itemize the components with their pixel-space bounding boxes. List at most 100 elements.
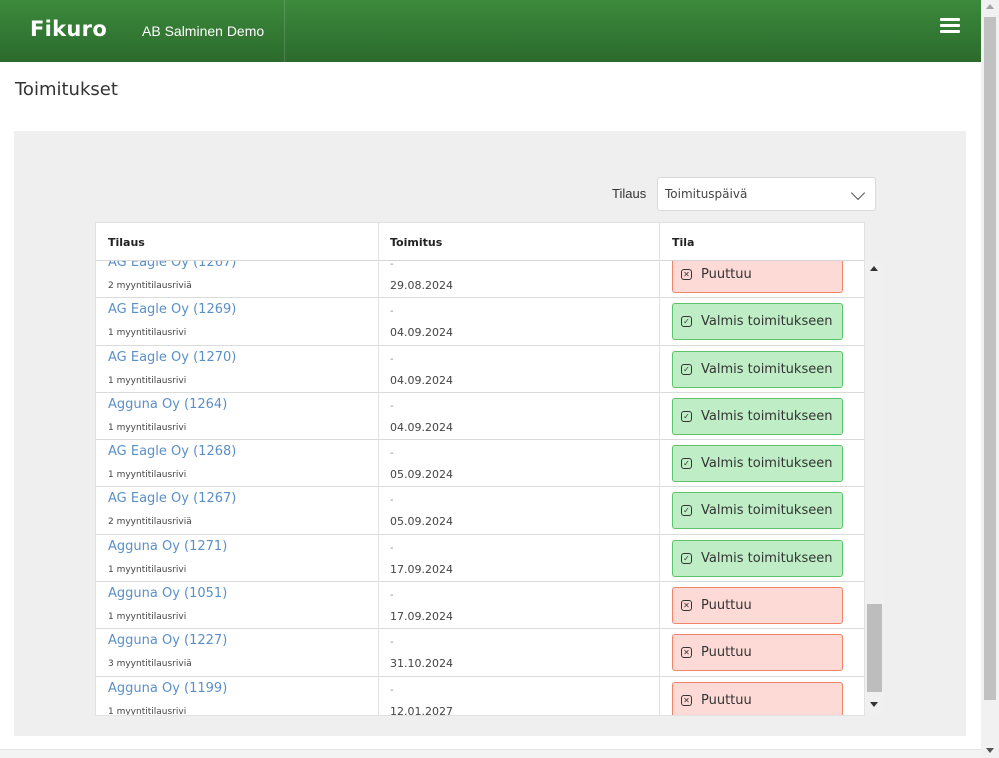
- page-scroll-up-icon[interactable]: [986, 4, 994, 9]
- order-link[interactable]: Agguna Oy (1271): [108, 538, 228, 554]
- status-label: Puuttuu: [701, 598, 752, 614]
- check-square-icon: ✓: [681, 410, 692, 422]
- column-header-status[interactable]: Tila: [672, 236, 695, 249]
- column-separator: [378, 223, 379, 715]
- table-row: Agguna Oy (1051) 1 myyntitilausrivi - 17.09…: [96, 582, 864, 630]
- order-link[interactable]: Agguna Oy (1199): [108, 680, 228, 696]
- order-line-count: 1 myyntitilausrivi: [108, 706, 187, 716]
- order-line-count: 2 myyntitilausriviä: [108, 517, 192, 528]
- sort-filter-label: Tilaus: [612, 186, 647, 201]
- table-row: Agguna Oy (1199) 1 myyntitilausrivi - 12.01…: [96, 677, 864, 716]
- table-scrollbar-thumb[interactable]: [867, 604, 882, 692]
- status-label: Valmis toimitukseen: [701, 361, 833, 377]
- order-link[interactable]: AG Eagle Oy (1268): [108, 444, 237, 460]
- x-square-icon: ✕: [681, 694, 692, 706]
- table-row: AG Eagle Oy (1267) 2 myyntitilausriviä - 05…: [96, 487, 864, 535]
- delivery-placeholder: -: [390, 590, 394, 602]
- delivery-placeholder: -: [390, 353, 394, 365]
- table-rows: AG Eagle Oy (1267) 2 myyntitilausriviä - 29…: [96, 261, 864, 716]
- order-line-count: 1 myyntitilausrivi: [108, 422, 187, 433]
- chevron-down-icon: [850, 185, 866, 201]
- status-badge[interactable]: ✓ Valmis toimitukseen: [672, 445, 843, 483]
- delivery-date: 17.09.2024: [390, 562, 453, 576]
- order-link[interactable]: AG Eagle Oy (1270): [108, 349, 237, 365]
- order-link[interactable]: AG Eagle Oy (1267): [108, 491, 237, 507]
- status-badge[interactable]: ✕ Puuttuu: [672, 681, 843, 715]
- page-scrollbar-thumb[interactable]: [984, 17, 996, 700]
- x-square-icon: ✕: [681, 647, 692, 659]
- page-bottom-strip: [0, 749, 981, 758]
- delivery-date: 12.01.2027: [390, 704, 453, 716]
- top-navigation-bar: Fikuro AB Salminen Demo: [0, 0, 981, 62]
- table-body[interactable]: AG Eagle Oy (1267) 2 myyntitilausriviä - 29…: [96, 261, 864, 716]
- status-label: Valmis toimitukseen: [701, 408, 833, 424]
- status-label: Puuttuu: [701, 267, 752, 282]
- x-square-icon: ✕: [681, 269, 692, 280]
- sort-select-value: Toimituspäivä: [665, 187, 748, 201]
- delivery-date: 17.09.2024: [390, 610, 453, 624]
- page-scrollbar[interactable]: [981, 0, 999, 758]
- company-name: AB Salminen Demo: [142, 23, 265, 39]
- delivery-placeholder: -: [390, 261, 394, 270]
- order-line-count: 2 myyntitilausriviä: [108, 281, 192, 291]
- check-square-icon: ✓: [681, 552, 692, 564]
- table-row: AG Eagle Oy (1268) 1 myyntitilausrivi - 05.…: [96, 440, 864, 488]
- status-badge[interactable]: ✕ Puuttuu: [672, 634, 843, 672]
- status-badge[interactable]: ✕ Puuttuu: [672, 261, 843, 293]
- order-link[interactable]: Agguna Oy (1264): [108, 396, 228, 412]
- delivery-date: 05.09.2024: [390, 468, 453, 482]
- table-scrollbar[interactable]: [865, 260, 884, 716]
- status-label: Puuttuu: [701, 645, 752, 661]
- status-label: Valmis toimitukseen: [701, 456, 833, 472]
- page-title: Toimitukset: [15, 79, 118, 100]
- table-row: Agguna Oy (1227) 3 myyntitilausriviä - 31.1…: [96, 629, 864, 677]
- sort-select[interactable]: Toimituspäivä: [657, 177, 876, 211]
- delivery-date: 04.09.2024: [390, 326, 453, 340]
- column-header-delivery[interactable]: Toimitus: [390, 236, 443, 249]
- x-square-icon: ✕: [681, 600, 692, 612]
- column-header-order[interactable]: Tilaus: [108, 236, 145, 249]
- check-square-icon: ✓: [681, 316, 692, 328]
- check-square-icon: ✓: [681, 458, 692, 470]
- hamburger-menu-icon[interactable]: [940, 18, 960, 34]
- deliveries-table: Tilaus Toimitus Tila AG Eagle Oy (1267) 2…: [95, 222, 865, 716]
- delivery-placeholder: -: [390, 637, 394, 649]
- delivery-date: 31.10.2024: [390, 657, 453, 671]
- page-scroll-down-icon[interactable]: [986, 748, 994, 753]
- delivery-placeholder: -: [390, 306, 394, 318]
- scroll-up-icon[interactable]: [870, 266, 878, 271]
- table-row: Agguna Oy (1264) 1 myyntitilausrivi - 04.09…: [96, 393, 864, 441]
- order-link[interactable]: AG Eagle Oy (1269): [108, 302, 237, 318]
- scroll-down-icon[interactable]: [870, 702, 878, 707]
- status-label: Valmis toimitukseen: [701, 550, 833, 566]
- order-line-count: 1 myyntitilausrivi: [108, 612, 187, 623]
- delivery-date: 04.09.2024: [390, 420, 453, 434]
- delivery-date: 05.09.2024: [390, 515, 453, 529]
- table-row: Agguna Oy (1271) 1 myyntitilausrivi - 17.09…: [96, 535, 864, 583]
- delivery-placeholder: -: [390, 448, 394, 460]
- fikuro-logo[interactable]: Fikuro: [30, 17, 108, 41]
- table-row: AG Eagle Oy (1270) 1 myyntitilausrivi - 04.…: [96, 346, 864, 393]
- table-row: AG Eagle Oy (1269) 1 myyntitilausrivi - 04.…: [96, 298, 864, 346]
- status-badge[interactable]: ✓ Valmis toimitukseen: [672, 303, 843, 341]
- status-badge[interactable]: ✕ Puuttuu: [672, 587, 843, 625]
- status-badge[interactable]: ✓ Valmis toimitukseen: [672, 397, 843, 435]
- delivery-date: 04.09.2024: [390, 373, 453, 387]
- table-row: AG Eagle Oy (1267) 2 myyntitilausriviä - 29…: [96, 261, 864, 299]
- header-divider: [284, 0, 285, 62]
- status-label: Valmis toimitukseen: [701, 314, 833, 330]
- status-badge[interactable]: ✓ Valmis toimitukseen: [672, 539, 843, 577]
- delivery-placeholder: -: [390, 400, 394, 412]
- order-link[interactable]: Agguna Oy (1051): [108, 586, 228, 602]
- status-label: Puuttuu: [701, 692, 752, 708]
- check-square-icon: ✓: [681, 363, 692, 375]
- status-badge[interactable]: ✓ Valmis toimitukseen: [672, 350, 843, 388]
- delivery-placeholder: -: [390, 495, 394, 507]
- order-line-count: 1 myyntitilausrivi: [108, 375, 187, 386]
- order-link[interactable]: Agguna Oy (1227): [108, 633, 228, 649]
- order-line-count: 3 myyntitilausriviä: [108, 659, 192, 670]
- order-link[interactable]: AG Eagle Oy (1267): [108, 261, 237, 270]
- table-header: Tilaus Toimitus Tila: [96, 223, 864, 261]
- status-badge[interactable]: ✓ Valmis toimitukseen: [672, 492, 843, 530]
